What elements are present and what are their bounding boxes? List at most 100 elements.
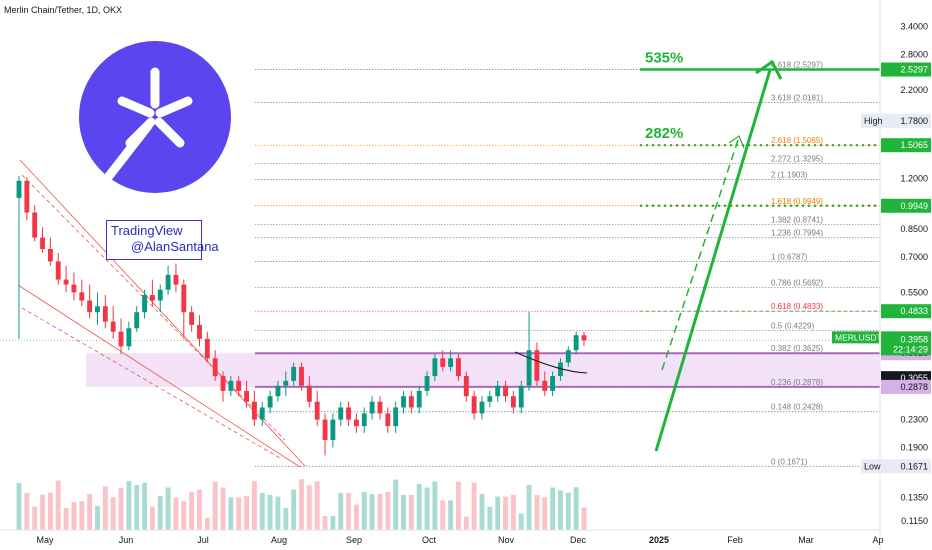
volume-bar xyxy=(251,481,257,530)
merlin-logo xyxy=(79,41,231,193)
candle-body xyxy=(463,376,469,397)
candle-body xyxy=(212,358,218,377)
fib-label: 0 (0.1671) xyxy=(771,457,808,466)
fib-label: 1.382 (0.8741) xyxy=(771,216,823,225)
volume-bar xyxy=(181,501,187,530)
candle-body xyxy=(275,385,281,397)
candle-body xyxy=(550,376,556,391)
fib-label: 2.618 (1.5065) xyxy=(771,136,823,145)
fib-label: 3.618 (2.0181) xyxy=(771,94,823,103)
candle-body xyxy=(110,321,116,332)
logo-circle-icon xyxy=(79,41,231,193)
volume-bar xyxy=(283,507,289,530)
volume-bar xyxy=(503,496,508,530)
fib-label: 4.618 (2.5297) xyxy=(771,61,823,70)
volume-bar xyxy=(189,491,195,530)
candle-body xyxy=(283,380,289,386)
volume-bar xyxy=(32,506,38,530)
target-price-tag xyxy=(881,62,931,77)
candle-body xyxy=(79,292,85,301)
x-tick-label: Dec xyxy=(570,535,587,545)
candle-body xyxy=(142,295,147,313)
range-tag-label: Low xyxy=(864,461,881,471)
candle-body xyxy=(244,390,250,402)
fib-label: 1 (0.6787) xyxy=(771,253,808,262)
candle-body xyxy=(149,295,155,301)
rounding-arc xyxy=(514,351,588,374)
target-price-tag xyxy=(881,138,931,153)
price-tags-layer: 2.52971.50650.99490.48330.36250.30550.28… xyxy=(832,62,931,474)
volume-bar xyxy=(314,481,320,530)
volume-bar xyxy=(95,505,100,530)
fib-label: 2.272 (1.3295) xyxy=(771,154,823,163)
fib-label: 0.786 (0.5692) xyxy=(771,278,823,287)
volume-bar xyxy=(275,496,281,530)
volume-bar xyxy=(79,501,85,530)
candle-body xyxy=(220,376,226,391)
volume-bar xyxy=(220,487,226,530)
volume-bar xyxy=(299,479,304,530)
candle-body xyxy=(456,358,461,377)
volume-bar xyxy=(393,479,399,530)
fib-label: 0.5 (0.4229) xyxy=(771,322,814,331)
candle-body xyxy=(157,289,163,301)
volume-bar xyxy=(236,497,242,530)
volume-bar xyxy=(432,481,438,530)
fib-label: 1.236 (0.7994) xyxy=(771,229,823,238)
candle-body xyxy=(95,306,100,313)
channel-mid-lower xyxy=(21,307,281,459)
x-tick-label: Oct xyxy=(422,535,437,545)
x-tick-label: Jun xyxy=(119,535,134,545)
candle-body xyxy=(24,180,30,213)
volume-bar xyxy=(24,492,30,530)
x-tick-label: 2025 xyxy=(649,535,669,545)
candle-body xyxy=(236,380,242,391)
current-price-tag xyxy=(881,331,931,356)
volume-bar xyxy=(173,497,179,530)
y-tick-label: 0.7000 xyxy=(900,252,928,262)
candle-body xyxy=(510,396,516,408)
x-tick-label: Sep xyxy=(346,535,362,545)
x-tick-label: Ap xyxy=(872,535,883,545)
volume-bar xyxy=(134,484,140,530)
candle-body xyxy=(16,180,22,198)
candle-body xyxy=(126,328,132,347)
volume-bar xyxy=(440,500,446,530)
candle-body xyxy=(361,413,367,427)
range-tag xyxy=(861,113,931,128)
candle-body xyxy=(102,306,108,322)
volume-bar xyxy=(102,486,108,530)
candle-body xyxy=(338,407,344,420)
volume-bar xyxy=(495,496,501,530)
projection-arrow-solid xyxy=(654,69,772,452)
volume-bar xyxy=(408,494,414,530)
volume-bar xyxy=(71,502,77,530)
candle-body xyxy=(479,401,485,414)
target-price-tag-text: 0.9949 xyxy=(900,201,928,211)
y-tick-label: 0.8500 xyxy=(900,224,928,234)
volume-bar xyxy=(40,494,45,530)
fib-label: 1.618 (0.9949) xyxy=(771,197,823,206)
volume-bar xyxy=(416,484,422,530)
range-tag-label: High xyxy=(864,116,883,126)
candle-body xyxy=(487,396,493,402)
candle-body xyxy=(259,407,265,420)
volume-bar xyxy=(518,513,524,530)
candle-body xyxy=(181,284,187,313)
candle-body xyxy=(299,366,304,386)
channel-mid xyxy=(21,174,286,441)
x-tick-label: May xyxy=(36,535,54,545)
candle-body xyxy=(471,396,477,414)
volume-bar xyxy=(244,495,250,530)
y-tick-label: 0.5500 xyxy=(900,287,928,297)
chart-title: Merlin Chain/Tether, 1D, OKX xyxy=(4,5,123,15)
y-tick-label: 2.2000 xyxy=(900,85,928,95)
candle-body xyxy=(251,401,257,420)
candle-body xyxy=(291,366,297,381)
volume-bar xyxy=(510,494,516,530)
target-percent: 282% xyxy=(645,125,683,142)
candle-body xyxy=(377,401,383,414)
candle-body xyxy=(63,279,69,285)
volume-bar xyxy=(369,493,375,530)
